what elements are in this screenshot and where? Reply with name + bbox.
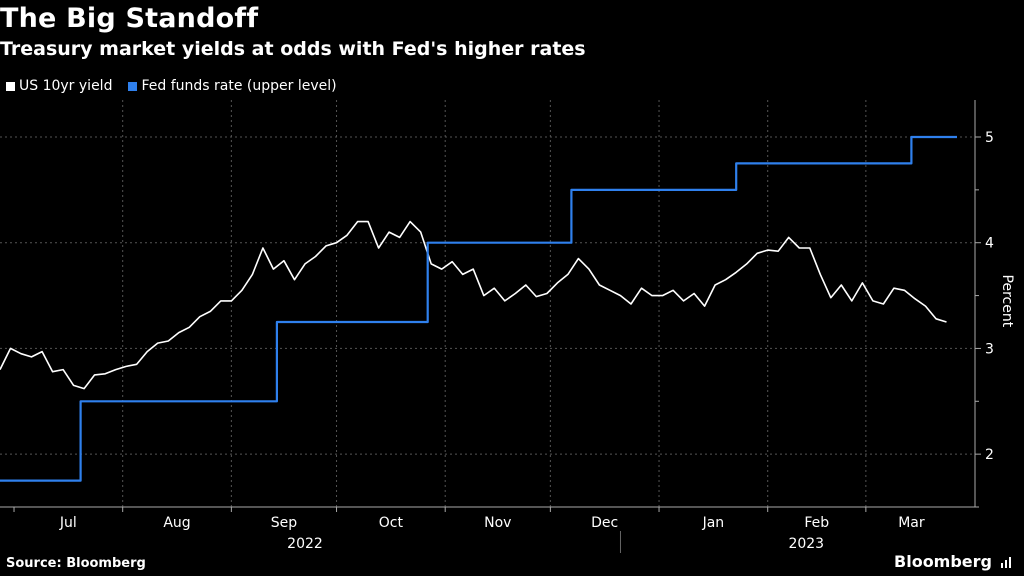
axes bbox=[0, 100, 981, 553]
legend-item-fed-funds: Fed funds rate (upper level) bbox=[128, 78, 337, 94]
x-tick-label: Feb bbox=[804, 515, 829, 531]
source-note: Source: Bloomberg bbox=[6, 556, 146, 571]
tick-labels: 2 3 4 5 Percent Jul Aug Sep Oct Nov Dec Jan Feb Mar 20… bbox=[59, 130, 1015, 552]
legend-item-us-10yr: US 10yr yield bbox=[6, 78, 112, 94]
series-line-us-10yr bbox=[0, 220, 947, 390]
brand-logo: Bloomberg bbox=[894, 552, 992, 571]
legend-swatch-fed-funds bbox=[128, 81, 138, 91]
y-tick-label: 5 bbox=[985, 130, 994, 146]
series-layer bbox=[0, 135, 957, 482]
x-tick-label: Mar bbox=[898, 515, 925, 531]
y-tick-label: 2 bbox=[985, 447, 994, 463]
y-axis-title: Percent bbox=[999, 275, 1015, 328]
x-tick-label: Dec bbox=[591, 515, 618, 531]
year-label: 2023 bbox=[788, 536, 824, 552]
chart-title: The Big Standoff bbox=[0, 3, 259, 34]
x-tick-label: Jul bbox=[59, 515, 77, 531]
bar-chart-icon bbox=[1001, 557, 1011, 568]
x-tick-label: Oct bbox=[379, 515, 404, 531]
legend-label-fed-funds: Fed funds rate (upper level) bbox=[141, 78, 337, 94]
gridlines bbox=[0, 100, 975, 507]
y-tick-label: 3 bbox=[985, 341, 994, 357]
x-tick-label: Nov bbox=[484, 515, 511, 531]
chart-subtitle: Treasury market yields at odds with Fed'… bbox=[0, 38, 586, 60]
legend-label-us-10yr: US 10yr yield bbox=[19, 78, 113, 94]
legend: US 10yr yield Fed funds rate (upper leve… bbox=[6, 78, 337, 94]
x-tick-label: Aug bbox=[163, 515, 190, 531]
series-line-fed-funds bbox=[0, 135, 957, 482]
legend-swatch-us-10yr bbox=[6, 81, 15, 91]
x-tick-label: Sep bbox=[271, 515, 298, 531]
y-tick-label: 4 bbox=[985, 236, 994, 252]
x-tick-label: Jan bbox=[702, 515, 725, 531]
year-label: 2022 bbox=[287, 536, 323, 552]
